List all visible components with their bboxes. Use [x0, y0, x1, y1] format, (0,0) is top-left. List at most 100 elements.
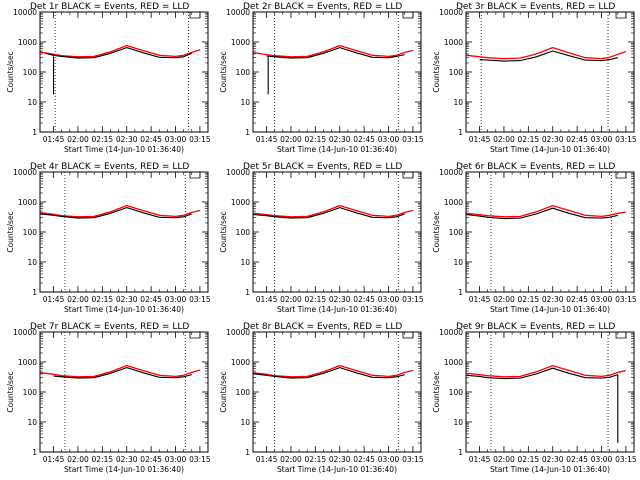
detector-panel-4: Det 4r BLACK = Events, RED = LLD 1 10 100 10… [6, 162, 211, 314]
x-tick-label: 02:30 [329, 135, 351, 144]
x-tick-label: 02:45 [566, 295, 588, 304]
x-tick-label: 02:30 [329, 455, 351, 464]
events-series-line [253, 367, 405, 379]
x-tick-label: 02:15 [92, 295, 114, 304]
plot-frame [252, 331, 422, 453]
y-tick-label: 100 [449, 68, 464, 77]
y-tick-label: 10 [27, 418, 37, 427]
x-tick-label: 03:15 [189, 455, 211, 464]
y-tick-label: 10 [240, 258, 250, 267]
y-axis-label: Counts/sec [219, 371, 228, 412]
y-tick-label: 10000 [226, 168, 250, 177]
y-tick-label: 1 [458, 288, 463, 297]
y-tick-label: 10 [240, 418, 250, 427]
y-tick-label: 1 [245, 128, 250, 137]
x-tick-label: 02:45 [353, 455, 375, 464]
y-tick-label: 10000 [13, 8, 37, 17]
x-tick-label: 03:00 [165, 135, 187, 144]
y-tick-label: 1000 [444, 358, 463, 367]
x-tick-label: 02:30 [116, 135, 138, 144]
detector-panel-2: Det 2r BLACK = Events, RED = LLD 1 10 100 10… [219, 2, 424, 154]
detector-panel-1: Det 1r BLACK = Events, RED = LLD 1 10 100 10… [6, 2, 211, 154]
x-axis-label: Start Time (14-Jun-10 01:36:40) [277, 465, 397, 474]
y-tick-label: 100 [23, 388, 38, 397]
x-tick-label: 02:15 [518, 135, 540, 144]
x-tick-label: 02:00 [493, 135, 515, 144]
x-tick-label: 02:30 [542, 455, 564, 464]
panel-title: Det 3r BLACK = Events, RED = LLD [456, 2, 615, 12]
y-tick-label: 10 [27, 98, 37, 107]
x-tick-label: 02:00 [67, 455, 89, 464]
lld-series-line [466, 204, 626, 218]
panel-title: Det 4r BLACK = Events, RED = LLD [30, 162, 189, 172]
detector-panel-7: Det 7r BLACK = Events, RED = LLD 1 10 100 10… [6, 322, 211, 474]
x-axis-label: Start Time (14-Jun-10 01:36:40) [490, 145, 610, 154]
x-tick-label: 03:15 [615, 455, 637, 464]
y-tick-label: 10000 [439, 168, 463, 177]
x-tick-label: 03:15 [615, 295, 637, 304]
x-tick-label: 03:00 [378, 135, 400, 144]
x-tick-label: 02:00 [280, 455, 302, 464]
x-tick-label: 03:00 [378, 295, 400, 304]
x-tick-label: 02:15 [518, 455, 540, 464]
events-series-line [45, 47, 193, 59]
x-tick-label: 02:00 [493, 295, 515, 304]
y-tick-label: 10000 [13, 168, 37, 177]
x-tick-label: 03:15 [402, 295, 424, 304]
x-tick-label: 02:00 [67, 295, 89, 304]
x-axis-label: Start Time (14-Jun-10 01:36:40) [64, 305, 184, 314]
x-tick-label: 03:15 [189, 295, 211, 304]
y-tick-label: 100 [236, 68, 251, 77]
corner-marker [402, 172, 414, 179]
lld-series-line [466, 364, 627, 378]
x-tick-label: 01:45 [256, 135, 278, 144]
y-tick-label: 10000 [13, 328, 37, 337]
lld-series-line [40, 204, 201, 218]
x-tick-label: 02:45 [140, 455, 162, 464]
x-tick-label: 01:45 [43, 135, 65, 144]
y-tick-label: 100 [23, 68, 38, 77]
events-series-line [466, 367, 618, 380]
y-tick-label: 1000 [444, 38, 463, 47]
corner-marker [402, 12, 414, 19]
y-tick-label: 10 [27, 258, 37, 267]
plot-frame [252, 171, 422, 293]
y-tick-label: 1 [245, 448, 250, 457]
x-tick-label: 02:45 [140, 295, 162, 304]
y-axis-label: Counts/sec [432, 51, 441, 92]
y-tick-label: 100 [23, 228, 38, 237]
corner-marker [402, 332, 414, 339]
events-series-line [253, 207, 405, 219]
y-tick-label: 10 [240, 98, 250, 107]
panel-title: Det 5r BLACK = Events, RED = LLD [243, 162, 402, 172]
y-axis-label: Counts/sec [6, 51, 15, 92]
x-tick-label: 02:45 [140, 135, 162, 144]
events-series-line [40, 207, 192, 219]
x-tick-label: 02:30 [116, 455, 138, 464]
panel-title: Det 6r BLACK = Events, RED = LLD [456, 162, 615, 172]
y-axis-label: Counts/sec [6, 211, 15, 252]
panel-title: Det 7r BLACK = Events, RED = LLD [30, 322, 189, 332]
y-tick-label: 100 [236, 228, 251, 237]
lld-series-line [40, 44, 201, 58]
plot-frame [252, 11, 422, 133]
x-tick-label: 02:45 [353, 295, 375, 304]
events-series-line [53, 367, 192, 379]
y-tick-label: 100 [449, 228, 464, 237]
y-tick-label: 100 [449, 388, 464, 397]
x-tick-label: 02:45 [566, 135, 588, 144]
x-tick-label: 01:45 [256, 455, 278, 464]
y-axis-label: Counts/sec [219, 51, 228, 92]
x-tick-label: 03:00 [165, 295, 187, 304]
panel-title: Det 8r BLACK = Events, RED = LLD [243, 322, 402, 332]
panel-title: Det 2r BLACK = Events, RED = LLD [243, 2, 402, 12]
y-tick-label: 1000 [231, 198, 250, 207]
plot-frame [39, 11, 209, 133]
x-tick-label: 02:15 [92, 455, 114, 464]
y-tick-label: 10000 [439, 8, 463, 17]
x-tick-label: 03:15 [402, 135, 424, 144]
x-axis-label: Start Time (14-Jun-10 01:36:40) [277, 145, 397, 154]
detector-panel-8: Det 8r BLACK = Events, RED = LLD 1 10 100 10… [219, 322, 424, 474]
lld-series-line [253, 364, 414, 378]
detector-panel-5: Det 5r BLACK = Events, RED = LLD 1 10 100 10… [219, 162, 424, 314]
